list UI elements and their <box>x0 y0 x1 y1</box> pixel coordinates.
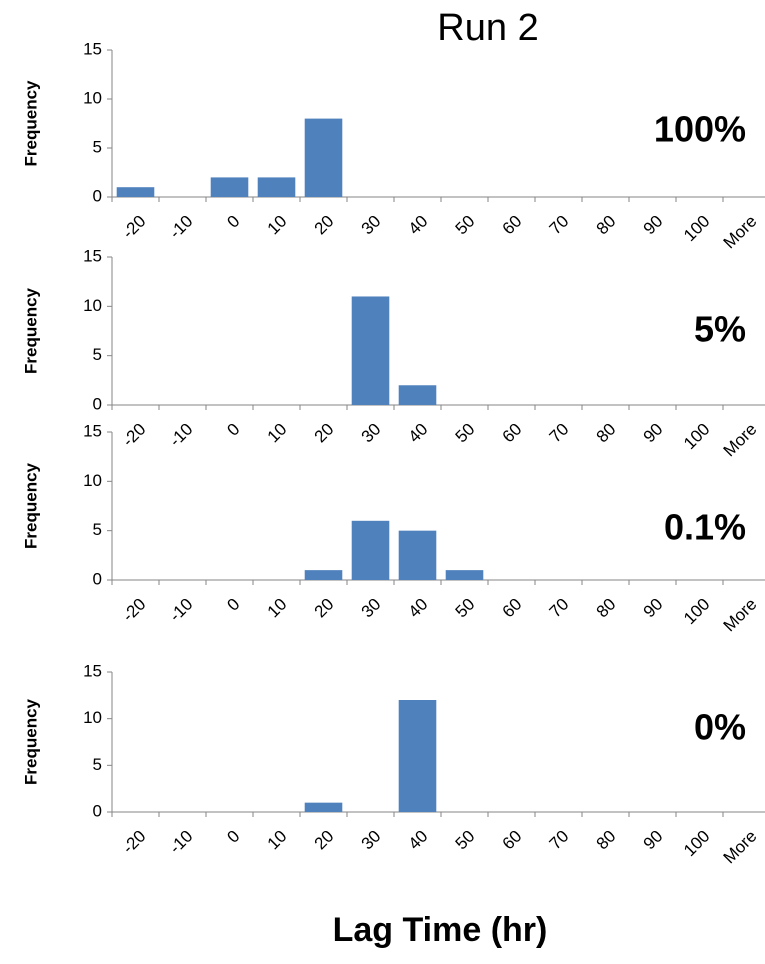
bar <box>445 570 484 580</box>
x-tick-label: 10 <box>264 827 291 854</box>
y-tick-label: 5 <box>93 137 102 156</box>
x-tick-label: 50 <box>452 595 479 622</box>
x-tick-label: 80 <box>593 595 620 622</box>
x-tick-label: -20 <box>119 420 150 451</box>
x-tick-label: More <box>720 827 761 868</box>
x-tick-label: More <box>720 212 761 253</box>
x-tick-label: 100 <box>680 595 713 628</box>
x-tick-label: -20 <box>119 595 150 626</box>
bar <box>116 187 155 197</box>
x-tick-label: 0 <box>223 420 243 440</box>
bar <box>398 385 437 405</box>
y-axis-title: Frequency <box>21 287 40 374</box>
x-tick-label: 40 <box>405 420 432 447</box>
y-axis-title: Frequency <box>21 698 40 785</box>
bar <box>351 520 390 580</box>
x-axis-title: Lag Time (hr) <box>333 911 548 949</box>
x-tick-label: 30 <box>358 420 385 447</box>
y-tick-label: 10 <box>83 708 102 727</box>
x-tick-label: 0 <box>223 827 243 847</box>
x-tick-label: 20 <box>311 595 338 622</box>
x-tick-label: 40 <box>405 212 432 239</box>
bar <box>304 570 343 580</box>
x-tick-label: 20 <box>311 827 338 854</box>
x-tick-label: 60 <box>499 212 526 239</box>
x-tick-label: 20 <box>311 212 338 239</box>
y-tick-label: 15 <box>83 661 102 680</box>
panel-annotation: 5% <box>694 309 746 350</box>
x-tick-label: -10 <box>166 595 197 626</box>
y-tick-label: 5 <box>93 345 102 364</box>
x-tick-label: 90 <box>640 827 667 854</box>
x-tick-label: 60 <box>499 420 526 447</box>
x-tick-label: 60 <box>499 595 526 622</box>
y-axis-title: Frequency <box>21 80 40 167</box>
figure-title: Run 2 <box>437 7 538 49</box>
y-tick-label: 0 <box>93 569 102 588</box>
y-tick-label: 10 <box>83 471 102 490</box>
panel-annotation: 0.1% <box>664 507 746 548</box>
y-tick-label: 10 <box>83 296 102 315</box>
x-tick-label: 50 <box>452 827 479 854</box>
x-tick-label: 90 <box>640 595 667 622</box>
x-tick-label: 30 <box>358 212 385 239</box>
x-tick-label: -10 <box>166 212 197 243</box>
x-tick-label: 10 <box>264 212 291 239</box>
y-tick-label: 0 <box>93 186 102 205</box>
panel-annotation: 0% <box>694 707 746 748</box>
y-tick-label: 15 <box>83 39 102 58</box>
x-tick-label: 80 <box>593 212 620 239</box>
y-tick-label: 15 <box>83 421 102 440</box>
x-tick-label: 0 <box>223 212 243 232</box>
x-tick-label: 50 <box>452 212 479 239</box>
x-tick-label: 50 <box>452 420 479 447</box>
x-tick-label: 70 <box>546 212 573 239</box>
y-tick-label: 5 <box>93 520 102 539</box>
x-tick-label: 90 <box>640 420 667 447</box>
x-tick-label: 100 <box>680 212 713 245</box>
y-tick-label: 10 <box>83 88 102 107</box>
x-tick-label: 30 <box>358 595 385 622</box>
x-tick-label: 80 <box>593 420 620 447</box>
x-tick-label: -10 <box>166 827 197 858</box>
x-tick-label: 70 <box>546 595 573 622</box>
x-tick-label: -20 <box>119 827 150 858</box>
bar <box>210 177 249 197</box>
bar <box>257 177 296 197</box>
bar <box>304 802 343 812</box>
y-tick-label: 0 <box>93 394 102 413</box>
x-tick-label: 60 <box>499 827 526 854</box>
x-tick-label: 100 <box>680 827 713 860</box>
bar <box>398 530 437 580</box>
x-tick-label: 20 <box>311 420 338 447</box>
bar <box>304 118 343 197</box>
x-tick-label: 70 <box>546 827 573 854</box>
y-tick-label: 15 <box>83 246 102 265</box>
bar <box>351 296 390 405</box>
panel-annotation: 100% <box>654 109 746 150</box>
x-tick-label: 10 <box>264 595 291 622</box>
x-tick-label: More <box>720 420 761 461</box>
x-tick-label: More <box>720 595 761 636</box>
y-tick-label: 0 <box>93 801 102 820</box>
x-tick-label: 10 <box>264 420 291 447</box>
x-tick-label: 100 <box>680 420 713 453</box>
x-tick-label: 40 <box>405 827 432 854</box>
bar <box>398 700 437 812</box>
y-axis-title: Frequency <box>21 462 40 549</box>
x-tick-label: 30 <box>358 827 385 854</box>
y-tick-label: 5 <box>93 755 102 774</box>
x-tick-label: 40 <box>405 595 432 622</box>
x-tick-label: -10 <box>166 420 197 451</box>
x-tick-label: 80 <box>593 827 620 854</box>
x-tick-label: 90 <box>640 212 667 239</box>
x-tick-label: 70 <box>546 420 573 447</box>
x-tick-label: -20 <box>119 212 150 243</box>
x-tick-label: 0 <box>223 595 243 615</box>
